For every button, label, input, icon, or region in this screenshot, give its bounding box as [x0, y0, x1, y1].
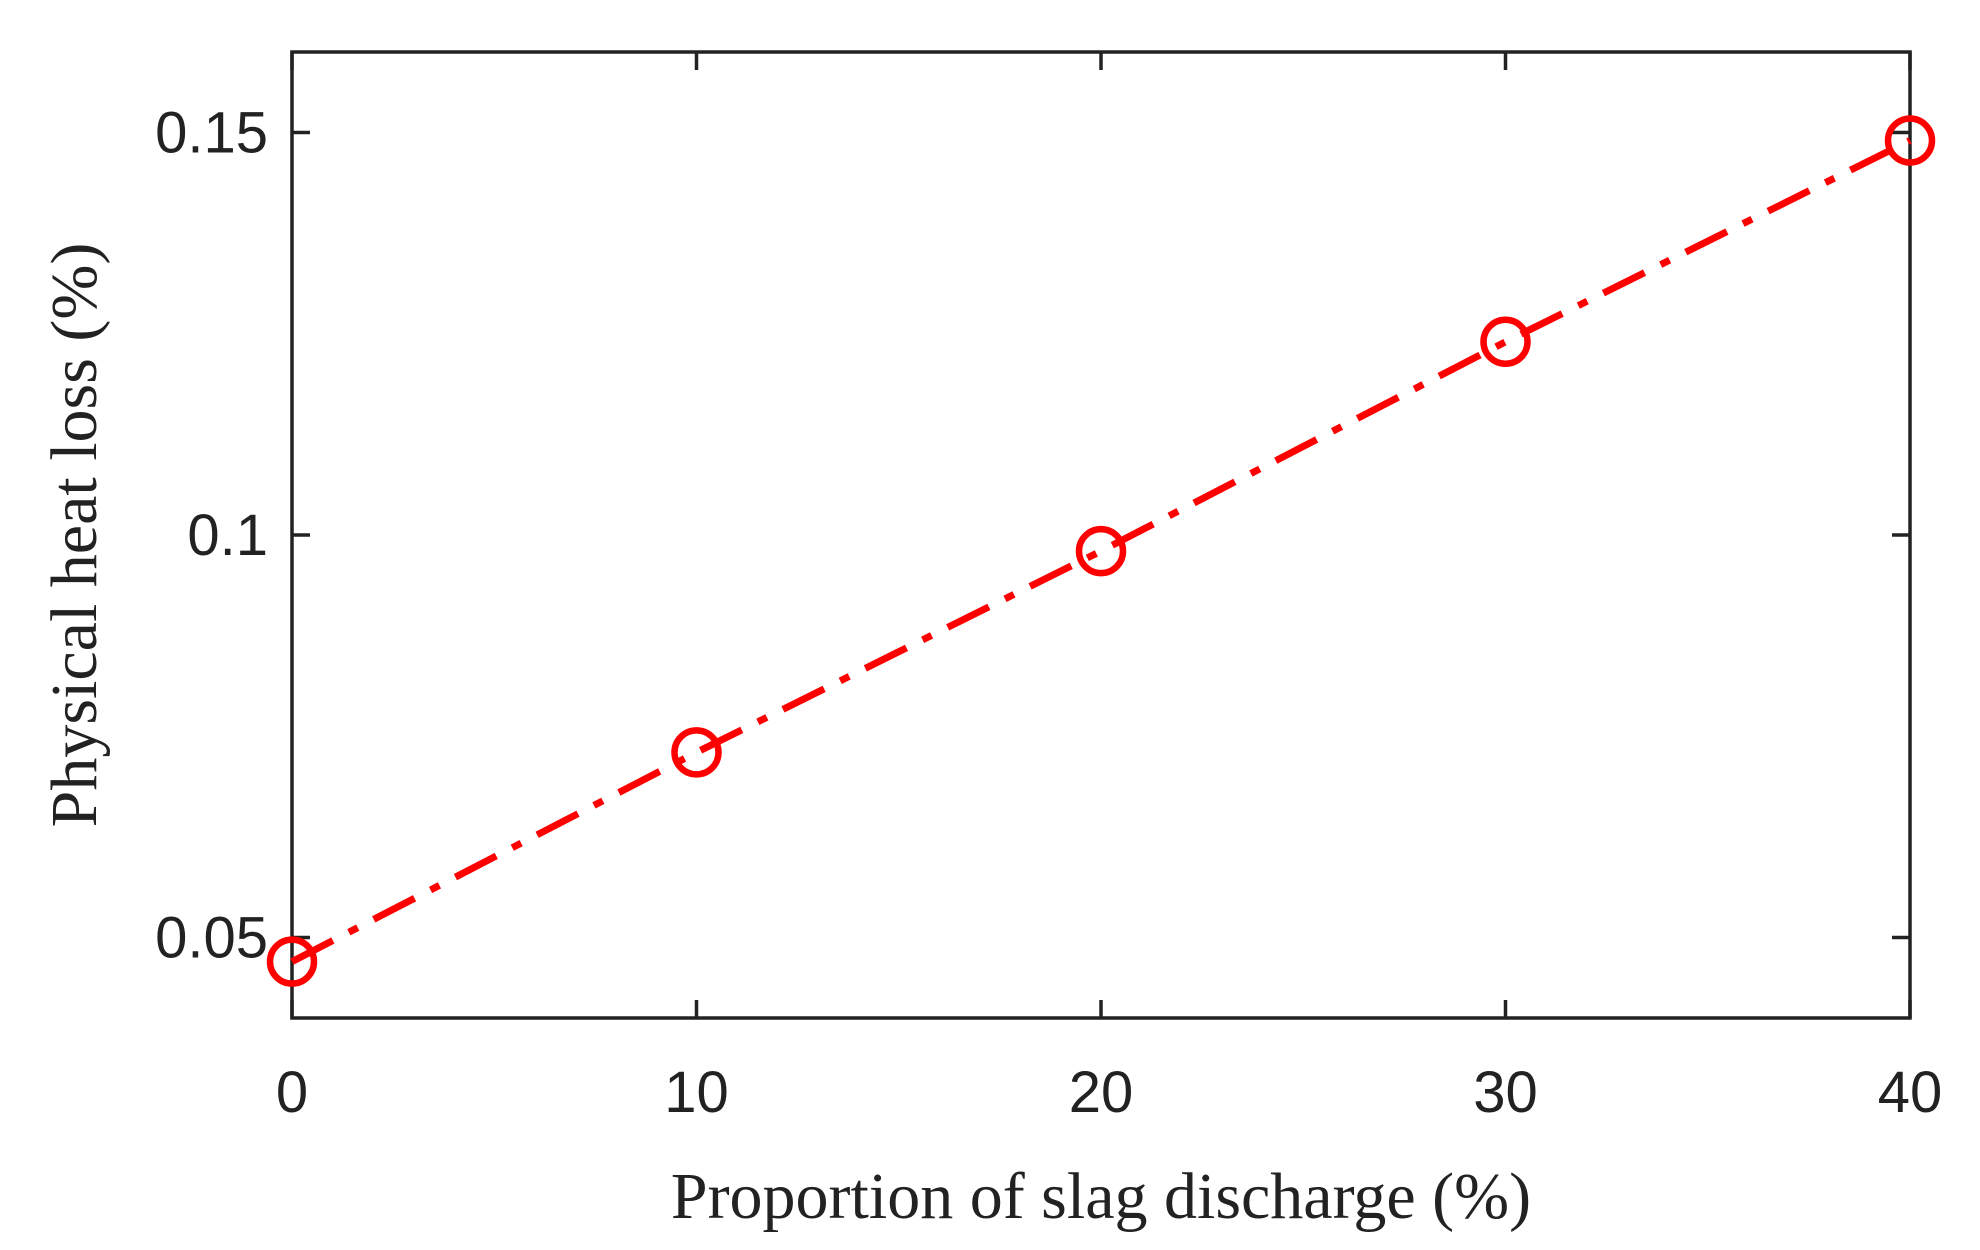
data-point-marker — [1075, 525, 1127, 577]
plot-area — [290, 50, 1912, 1020]
data-point-marker — [671, 727, 722, 778]
axis-tick-labels: 0 10 20 30 40 0.05 0.1 0.15 — [155, 101, 1942, 1126]
x-tick-label: 30 — [1473, 1060, 1538, 1125]
x-tick-label: 10 — [664, 1060, 729, 1125]
x-tick-label: 0 — [276, 1060, 308, 1125]
x-axis-title: Proportion of slag discharge (%) — [671, 1160, 1531, 1233]
data-point-marker — [1480, 316, 1531, 368]
x-tick-label: 20 — [1069, 1060, 1134, 1125]
data-series — [266, 115, 1936, 987]
y-axis-title: Physical heat loss (%) — [38, 243, 111, 828]
data-point-marker — [266, 936, 318, 987]
series-line — [290, 137, 1912, 965]
data-point-marker — [1884, 115, 1936, 166]
axis-ticks — [290, 52, 1912, 1018]
x-tick-label: 40 — [1878, 1060, 1943, 1125]
y-tick-label: 0.1 — [187, 503, 268, 568]
y-tick-label: 0.05 — [155, 906, 268, 971]
y-tick-label: 0.15 — [155, 101, 268, 166]
